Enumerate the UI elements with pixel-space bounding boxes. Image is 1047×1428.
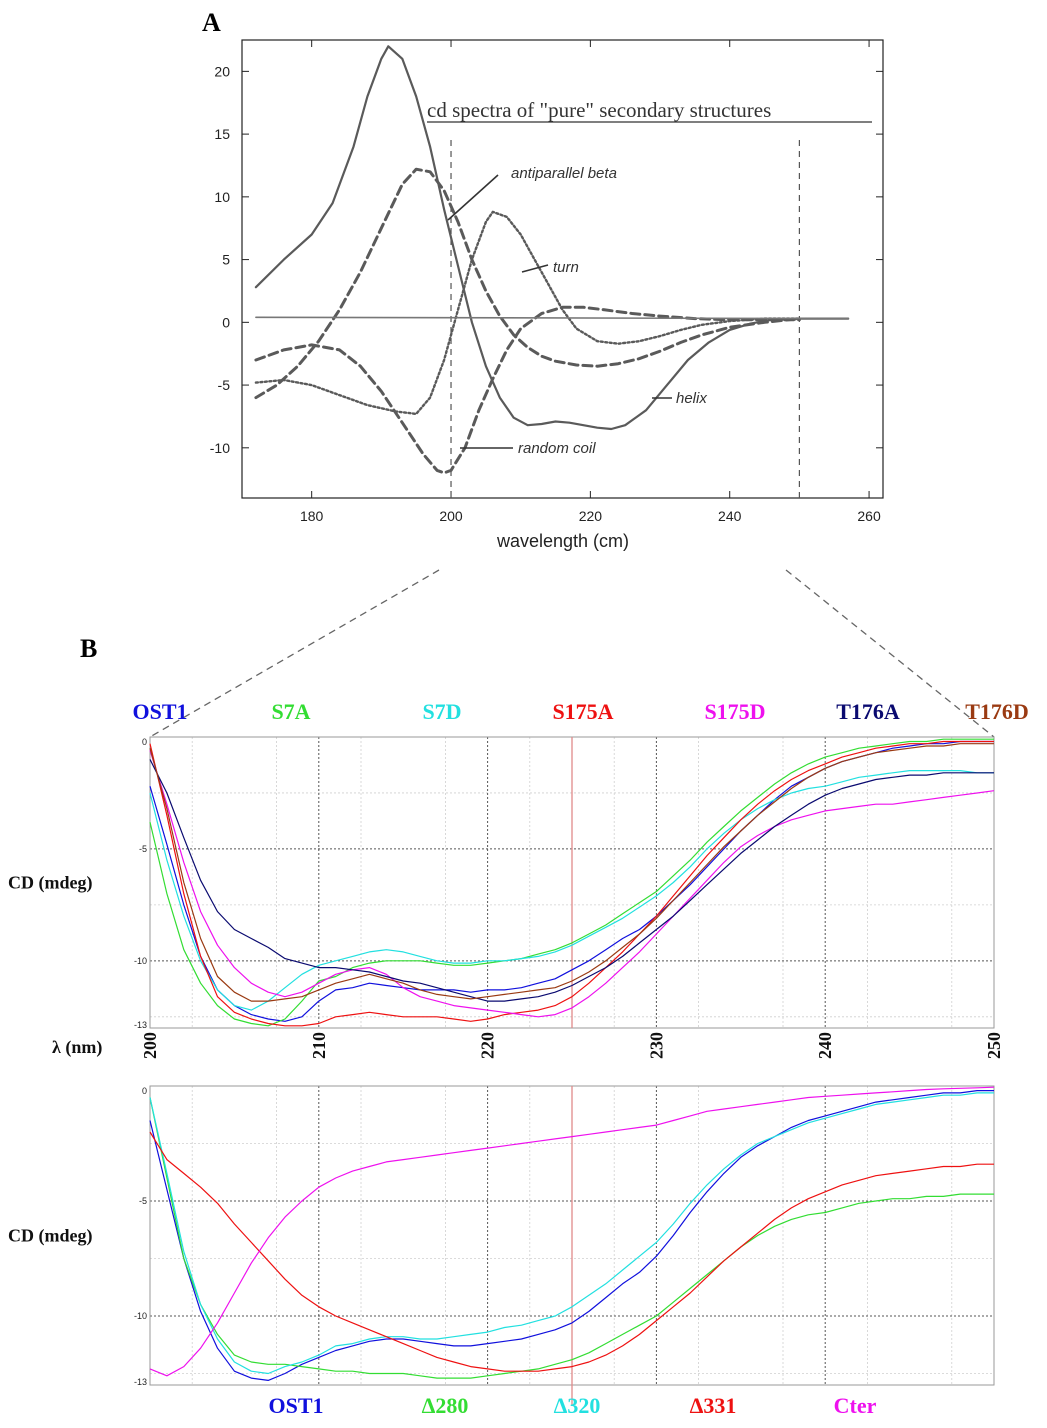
annotation-leader [521, 264, 549, 273]
legend-s175d: S175D [704, 699, 765, 724]
legend-s175a: S175A [552, 699, 613, 724]
x-tick-label: 240 [718, 508, 742, 524]
series-baseline [255, 316, 850, 320]
x-tick-label: 200 [140, 1032, 160, 1059]
y-axis-label: CD (mdeg) [8, 1226, 92, 1247]
connector-right [785, 569, 995, 738]
series-320 [149, 1092, 994, 1375]
legend-331: Δ331 [690, 1393, 737, 1418]
series-t176d [149, 743, 994, 1002]
y-tick-label: 0 [142, 737, 147, 747]
x-axis-label: λ (nm) [52, 1037, 102, 1058]
annotation-random-coil: random coil [518, 440, 596, 457]
annotation-leader [447, 174, 499, 221]
series-331 [149, 1131, 994, 1372]
y-tick-label: -5 [139, 1196, 147, 1206]
y-tick-label: 0 [142, 1086, 147, 1096]
series-helix [254, 45, 850, 431]
series-turn [254, 210, 801, 416]
legend-ost1: OST1 [132, 699, 187, 724]
y-tick-label: 5 [222, 252, 230, 268]
series-s7d [149, 769, 994, 1011]
y-tick-label: 10 [214, 189, 230, 205]
x-tick-label: 220 [478, 1032, 498, 1059]
annotation-helix: helix [676, 390, 707, 407]
y-tick-label: -13 [134, 1020, 147, 1030]
x-tick-label: 180 [300, 508, 324, 524]
y-tick-label: -13 [134, 1377, 147, 1387]
y-tick-label: -10 [210, 440, 230, 456]
chart-b-top: 0 -5 -10 -13 CD (mdeg) OST1 S7A S7D S175A S175D T1… [8, 699, 1029, 1059]
series-s7a [149, 738, 994, 1027]
y-tick-label: -5 [139, 844, 147, 854]
x-tick-label: 210 [309, 1032, 329, 1059]
annotation-antiparallel-beta: antiparallel beta [511, 165, 617, 182]
panel-label-b: B [80, 634, 97, 663]
x-tick-label: 220 [579, 508, 603, 524]
series-s175d [149, 750, 995, 1018]
connector-left [149, 569, 440, 738]
y-tick-label: -5 [218, 377, 231, 393]
series-random-coil [254, 305, 801, 475]
legend-s7d: S7D [422, 699, 461, 724]
legend-ost1: OST1 [268, 1393, 323, 1418]
x-tick-label: 240 [815, 1032, 835, 1059]
series-antiparallel-beta [254, 167, 801, 400]
chart-title: cd spectra of "pure" secondary structure… [427, 98, 771, 122]
legend-s7a: S7A [271, 699, 310, 724]
legend-t176a: T176A [836, 699, 900, 724]
annotation-turn: turn [553, 259, 579, 276]
x-tick-label: 200 [439, 508, 463, 524]
x-tick-label: 260 [857, 508, 881, 524]
legend-280: Δ280 [422, 1393, 469, 1418]
y-tick-label: 15 [214, 126, 230, 142]
panel-label-a: A [202, 8, 221, 37]
chart-a: 180 200 220 240 260 -10 -5 0 5 10 15 20 cd spectra o… [210, 39, 884, 551]
y-tick-label: 0 [222, 314, 230, 330]
y-tick-label: -10 [134, 956, 147, 966]
zoom-connectors [149, 569, 995, 738]
series-s175a [149, 740, 994, 1027]
x-tick-label: 230 [646, 1032, 666, 1059]
x-tick-label: 250 [984, 1032, 1004, 1059]
series-cter [149, 1086, 995, 1377]
legend-t176d: T176D [965, 699, 1029, 724]
series-t176a [149, 759, 994, 1002]
y-tick-label: 20 [214, 63, 230, 79]
chart-b-bottom: 0 -5 -10 -13 CD (mdeg) OST1 Δ280 Δ320 Δ331 Cter [8, 1085, 995, 1418]
legend-cter: Cter [834, 1393, 877, 1418]
series-ost1 [149, 1089, 994, 1382]
y-tick-label: -10 [134, 1311, 147, 1321]
x-axis-label: wavelength (cm) [496, 531, 629, 551]
y-axis-label: CD (mdeg) [8, 873, 92, 894]
legend-320: Δ320 [554, 1393, 601, 1418]
plot-frame [241, 39, 884, 499]
